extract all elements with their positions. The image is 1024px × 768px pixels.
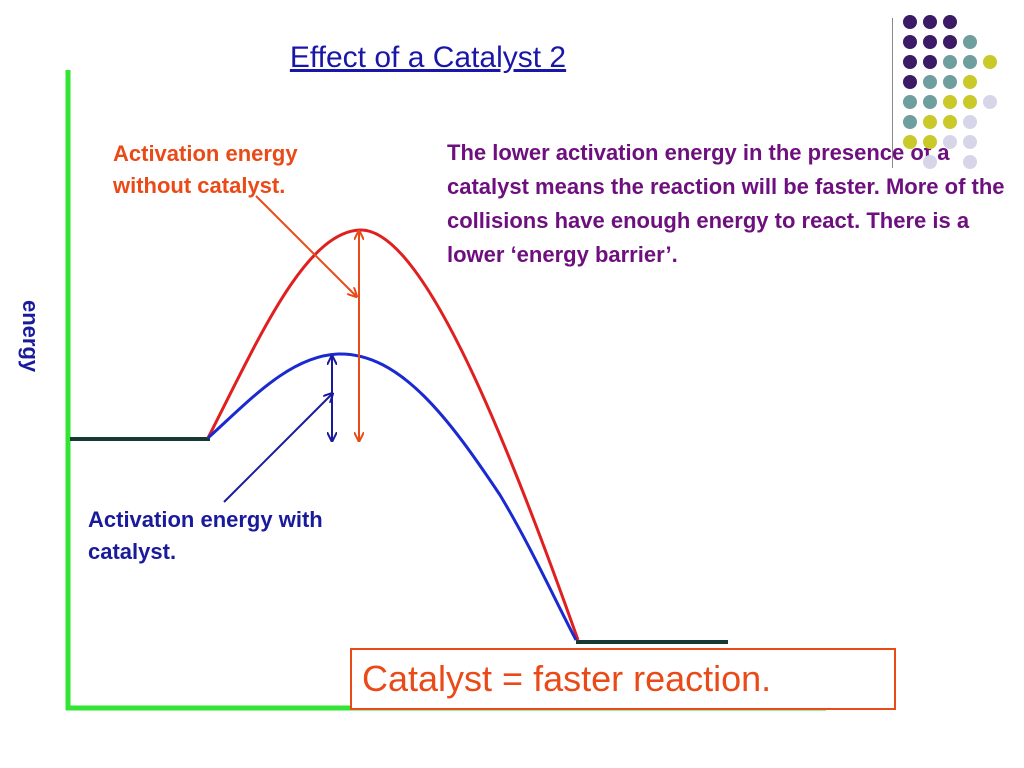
decor-dot <box>923 75 937 89</box>
uncatalysed-reaction-curve <box>206 228 580 641</box>
decorative-dot-grid <box>903 15 997 169</box>
conclusion-text: Catalyst = faster reaction. <box>362 658 772 699</box>
decor-dot <box>923 55 937 69</box>
decor-dot <box>943 35 957 49</box>
decor-dot <box>903 95 917 109</box>
decor-dot <box>943 15 957 29</box>
decor-dot <box>923 95 937 109</box>
decor-dot <box>963 135 977 149</box>
decor-dot <box>983 55 997 69</box>
decor-dot <box>983 95 997 109</box>
decor-dot <box>923 15 937 29</box>
decor-dot <box>903 15 917 29</box>
decor-dot <box>963 75 977 89</box>
label-activation-energy-with-catalyst: Activation energy with catalyst. <box>88 507 323 564</box>
decor-dot <box>903 55 917 69</box>
decor-separator <box>892 18 893 168</box>
decor-dot <box>943 115 957 129</box>
label-activation-energy-without-catalyst: Activation energy without catalyst. <box>113 141 298 198</box>
pointer-arrow-catalysed <box>223 394 332 503</box>
conclusion-box: Catalyst = faster reaction. <box>350 648 896 710</box>
explanation-text: The lower activation energy in the prese… <box>447 140 1005 267</box>
decor-dot <box>943 55 957 69</box>
decor-dot <box>923 35 937 49</box>
decor-dot <box>963 95 977 109</box>
decor-dot <box>903 75 917 89</box>
decor-dot <box>903 135 917 149</box>
y-axis-label: energy <box>18 300 43 373</box>
decor-dot <box>943 95 957 109</box>
decor-dot <box>923 155 937 169</box>
decor-dot <box>963 35 977 49</box>
catalysed-reaction-curve <box>206 352 578 641</box>
decor-dot <box>963 115 977 129</box>
decor-dot <box>963 55 977 69</box>
decor-dot <box>903 35 917 49</box>
decor-dot <box>963 155 977 169</box>
decor-dot <box>943 135 957 149</box>
decor-dot <box>923 135 937 149</box>
decor-dot <box>903 115 917 129</box>
decor-dot <box>943 75 957 89</box>
slide-title: Effect of a Catalyst 2 <box>289 41 567 74</box>
pointer-arrow-uncatalysed <box>255 195 356 296</box>
decor-dot <box>923 115 937 129</box>
